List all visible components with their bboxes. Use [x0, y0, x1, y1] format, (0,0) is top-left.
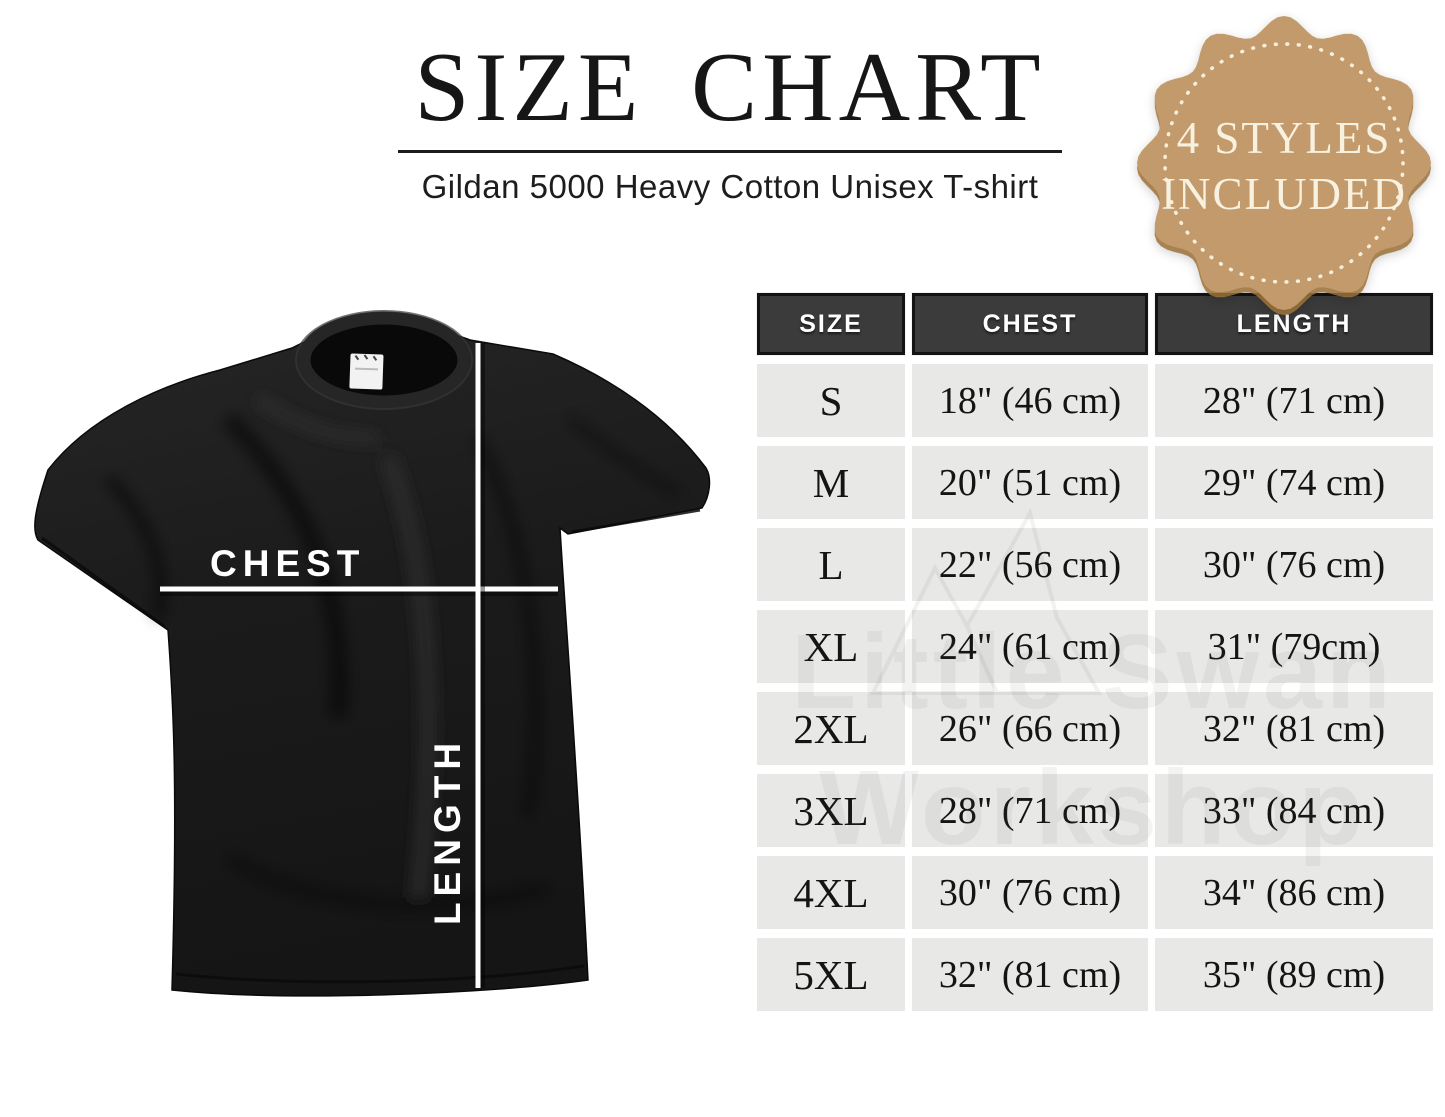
- badge-seal-path: [1137, 16, 1431, 310]
- size-cell: S: [757, 364, 905, 437]
- size-cell: 3XL: [757, 774, 905, 847]
- chest-cell: 30" (76 cm): [912, 856, 1148, 929]
- chest-cell: 18" (46 cm): [912, 364, 1148, 437]
- length-label: LENGTH: [427, 737, 468, 925]
- badge-seal: 4 STYLES INCLUDED: [1137, 16, 1431, 310]
- length-cell: 28" (71 cm): [1155, 364, 1433, 437]
- collar-band: [297, 311, 471, 409]
- badge-dotted-ring: [1163, 42, 1405, 284]
- length-cell: 29" (74 cm): [1155, 446, 1433, 519]
- chest-label: CHEST: [210, 543, 365, 584]
- badge-line2: INCLUDED: [1161, 169, 1407, 219]
- tshirt-diagram: CHEST LENGTH: [34, 310, 711, 997]
- tshirt-wrinkles: [103, 393, 683, 913]
- size-cell: 5XL: [757, 938, 905, 1011]
- length-cell: 32" (81 cm): [1155, 692, 1433, 765]
- length-cell: 33" (84 cm): [1155, 774, 1433, 847]
- left-sleeve-hem: [41, 536, 165, 628]
- col-header-size: SIZE: [757, 293, 905, 355]
- col-header-chest: CHEST: [912, 293, 1148, 355]
- length-cell: 31" (79cm): [1155, 610, 1433, 683]
- size-table: SIZE CHEST LENGTH S 18" (46 cm) 28" (71 …: [757, 293, 1433, 1011]
- badge-line1: 4 STYLES: [1177, 113, 1392, 163]
- page-subtitle: Gildan 5000 Heavy Cotton Unisex T-shirt: [421, 167, 1039, 205]
- chest-cell: 26" (66 cm): [912, 692, 1148, 765]
- tshirt-body: [34, 325, 711, 997]
- page-title: SIZE CHART: [414, 33, 1046, 142]
- size-cell: 2XL: [757, 692, 905, 765]
- size-cell: 4XL: [757, 856, 905, 929]
- chest-cell: 24" (61 cm): [912, 610, 1148, 683]
- chest-cell: 28" (71 cm): [912, 774, 1148, 847]
- size-cell: XL: [757, 610, 905, 683]
- neck-tag: [349, 353, 384, 390]
- styles-included-badge: 4 STYLES INCLUDED: [1128, 6, 1440, 320]
- bottom-hem: [175, 964, 585, 984]
- chest-cell: 22" (56 cm): [912, 528, 1148, 601]
- size-cell: M: [757, 446, 905, 519]
- right-sleeve-hem: [571, 508, 701, 534]
- chest-cell: 20" (51 cm): [912, 446, 1148, 519]
- length-cell: 35" (89 cm): [1155, 938, 1433, 1011]
- collar-highlight: [295, 310, 473, 410]
- chest-cell: 32" (81 cm): [912, 938, 1148, 1011]
- length-cell: 30" (76 cm): [1155, 528, 1433, 601]
- neck-opening: [304, 320, 464, 404]
- size-cell: L: [757, 528, 905, 601]
- length-cell: 34" (86 cm): [1155, 856, 1433, 929]
- title-underline: [398, 149, 1062, 153]
- title-block: SIZE CHART Gildan 5000 Heavy Cotton Unis…: [380, 36, 1080, 206]
